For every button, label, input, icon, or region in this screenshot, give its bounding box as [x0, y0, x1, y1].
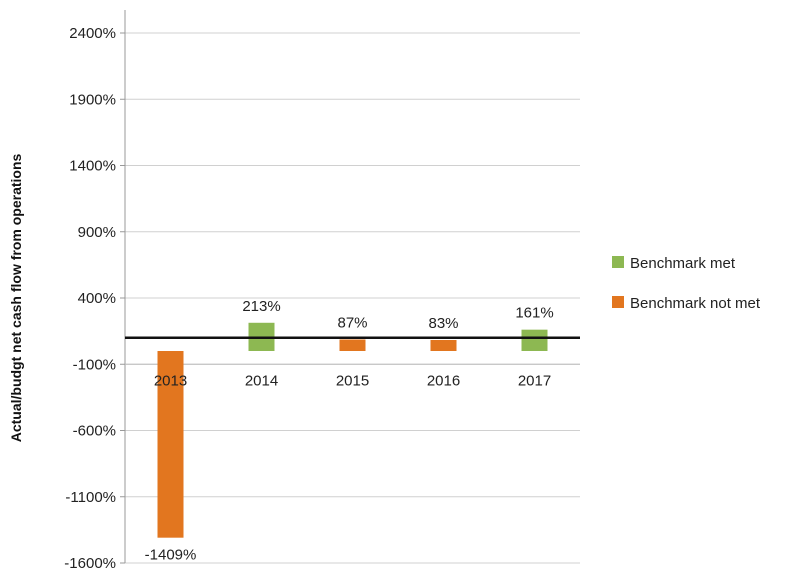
- legend-swatch-not_met: [612, 296, 624, 308]
- bar-2015: [339, 339, 366, 351]
- category-labels: 2013 2014 2015 2016 2017: [154, 372, 551, 389]
- data-label-2015: 87%: [337, 314, 367, 331]
- bars: [125, 322, 580, 538]
- y-axis-label: Actual/budgt net cash flow from operatio…: [8, 154, 24, 443]
- y-tick-label: -100%: [73, 356, 116, 373]
- category-label-2013: 2013: [154, 372, 187, 389]
- category-label-2015: 2015: [336, 372, 369, 389]
- y-axis: 2400% 1900% 1400% 900% 400% -100% -600% -1100% -…: [64, 10, 580, 572]
- data-label-2016: 83%: [428, 315, 458, 332]
- data-labels: -1409% 213% 87% 83% 161%: [145, 298, 554, 564]
- y-tick-label: 900%: [78, 224, 116, 241]
- data-label-2017: 161%: [515, 305, 553, 322]
- legend-label-not_met: Benchmark not met: [630, 295, 761, 312]
- category-label-2016: 2016: [427, 372, 460, 389]
- gridlines: [125, 32, 580, 564]
- legend-swatch-met: [612, 256, 624, 268]
- data-label-2013: -1409%: [145, 547, 197, 564]
- y-tick-label: -1600%: [64, 555, 116, 572]
- category-label-2014: 2014: [245, 372, 278, 389]
- y-tick-label: 1900%: [69, 91, 116, 108]
- y-tick-label: 400%: [78, 290, 116, 307]
- legend: Benchmark met Benchmark not met: [612, 255, 761, 312]
- bar-2017: [521, 329, 548, 351]
- bar-2016: [430, 340, 457, 351]
- y-tick-label: -1100%: [65, 489, 116, 506]
- y-tick-label: 2400%: [69, 25, 116, 42]
- category-label-2017: 2017: [518, 372, 551, 389]
- y-tick-label: -600%: [73, 423, 116, 440]
- bar-2013: [157, 351, 184, 538]
- y-tick-label: 1400%: [69, 158, 116, 175]
- legend-label-met: Benchmark met: [630, 255, 736, 272]
- data-label-2014: 213%: [242, 298, 280, 315]
